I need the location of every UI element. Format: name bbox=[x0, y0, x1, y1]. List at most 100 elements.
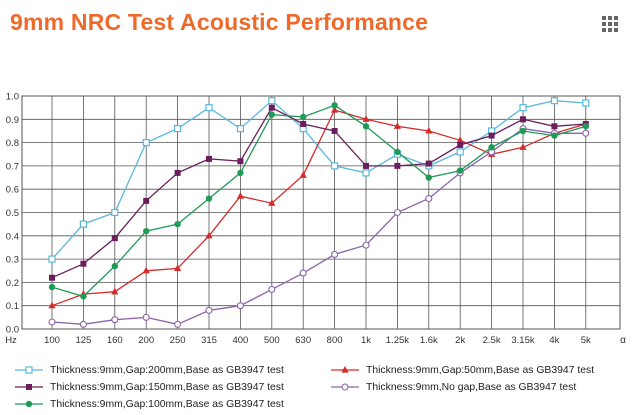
grid-menu-icon[interactable] bbox=[602, 16, 620, 34]
data-point bbox=[205, 306, 213, 314]
legend-marker bbox=[341, 383, 349, 391]
x-tick-label: 630 bbox=[295, 335, 311, 346]
data-point bbox=[205, 104, 213, 112]
data-point bbox=[80, 260, 87, 267]
data-point bbox=[394, 148, 401, 156]
grid-menu-dot bbox=[614, 22, 618, 26]
y-tick-label: 0.7 bbox=[6, 161, 19, 172]
data-point bbox=[205, 195, 213, 202]
data-point bbox=[582, 123, 589, 130]
data-point bbox=[300, 120, 307, 127]
data-point bbox=[457, 167, 464, 174]
data-point bbox=[393, 208, 401, 217]
data-point bbox=[551, 132, 558, 139]
y-axis: 0.0 0.1 0.2 0.3 0.4 0.5 0.6 0.7 0.8 0.9 1.0 bbox=[6, 92, 19, 336]
legend-label: Thickness:9mm,Gap:200mm,Base as GB3947 t… bbox=[50, 364, 284, 376]
data-point bbox=[79, 220, 88, 228]
y-tick-label: 0.9 bbox=[6, 115, 19, 126]
data-point bbox=[237, 158, 244, 165]
legend-label: Thickness:9mm,Gap:150mm,Base as GB3947 t… bbox=[50, 381, 284, 393]
data-point bbox=[206, 155, 212, 162]
x-tick-label: 200 bbox=[138, 335, 154, 346]
data-point bbox=[551, 123, 558, 130]
data-point bbox=[394, 162, 401, 169]
data-point bbox=[425, 194, 433, 203]
data-point bbox=[457, 141, 464, 148]
x-tick-label: 800 bbox=[327, 335, 343, 346]
data-point bbox=[268, 111, 275, 118]
series-line bbox=[51, 99, 586, 260]
data-point bbox=[331, 127, 338, 134]
data-point bbox=[205, 231, 213, 239]
data-point bbox=[299, 269, 307, 277]
data-point bbox=[488, 144, 495, 151]
series-line bbox=[51, 106, 586, 279]
grid-menu-dot bbox=[608, 28, 612, 32]
data-point bbox=[582, 99, 590, 107]
data-point bbox=[111, 262, 119, 270]
x-tick-label: 100 bbox=[44, 335, 60, 346]
data-point bbox=[111, 208, 119, 217]
data-point bbox=[393, 122, 401, 129]
x-tick-label: 5k bbox=[581, 335, 591, 346]
x-tick-label: 125 bbox=[75, 335, 91, 346]
data-point bbox=[48, 318, 56, 326]
data-point bbox=[142, 139, 150, 147]
data-point bbox=[362, 115, 370, 122]
data-point bbox=[236, 302, 244, 310]
legend-item: Thickness:9mm,Gap:50mm,Base as GB3947 te… bbox=[330, 362, 594, 378]
legend-swatch bbox=[331, 366, 359, 373]
y-tick-label: 0.6 bbox=[6, 185, 19, 196]
data-point bbox=[268, 97, 276, 105]
legend-marker bbox=[25, 366, 33, 374]
data-point bbox=[48, 283, 56, 291]
x-tick-label: 160 bbox=[107, 335, 123, 346]
y-tick-label: 0.3 bbox=[6, 255, 19, 266]
series-line bbox=[51, 104, 586, 298]
data-point bbox=[174, 220, 181, 228]
chart-title: 9mm NRC Test Acoustic Performance bbox=[10, 9, 429, 35]
data-point bbox=[174, 320, 182, 328]
data-point bbox=[80, 293, 87, 300]
data-point bbox=[519, 127, 527, 135]
x-axis-unit-label: Hz bbox=[5, 335, 17, 346]
x-axis: Hz 100 125 160 200 250 315 400 500 630 800 1k 1.25k 1… bbox=[5, 335, 626, 346]
legend-label: Thickness:9mm,No gap,Base as GB3947 test bbox=[366, 381, 577, 393]
legend-swatch bbox=[15, 366, 43, 374]
data-point bbox=[48, 301, 56, 309]
legend-label: Thickness:9mm,Gap:50mm,Base as GB3947 te… bbox=[366, 364, 595, 376]
data-point bbox=[236, 192, 244, 199]
data-point bbox=[174, 264, 182, 272]
data-point bbox=[331, 250, 339, 258]
data-point bbox=[456, 136, 464, 143]
data-point bbox=[425, 126, 433, 134]
data-point bbox=[519, 143, 527, 150]
legend-item: Thickness:9mm,Gap:100mm,Base as GB3947 t… bbox=[14, 396, 284, 412]
x-tick-label: 4k bbox=[549, 335, 559, 346]
data-point bbox=[300, 113, 307, 121]
y-tick-label: 0.5 bbox=[6, 208, 19, 219]
x-tick-label: 250 bbox=[170, 335, 186, 346]
data-point bbox=[268, 285, 276, 293]
data-point bbox=[456, 148, 464, 156]
legend-marker bbox=[341, 366, 349, 373]
x-tick-label: 1.25k bbox=[386, 335, 409, 346]
legend-item: Thickness:9mm,No gap,Base as GB3947 test bbox=[330, 379, 576, 395]
legend-swatch bbox=[331, 383, 359, 391]
data-point bbox=[362, 169, 370, 177]
data-point bbox=[362, 123, 370, 130]
legend-marker bbox=[26, 384, 32, 390]
grid-menu-dot bbox=[614, 16, 618, 20]
data-point bbox=[111, 287, 119, 295]
grid-menu-dot bbox=[608, 22, 612, 26]
data-point bbox=[488, 132, 495, 139]
data-point bbox=[236, 125, 244, 133]
x-tick-label: 1k bbox=[361, 335, 371, 346]
y-tick-label: 0.1 bbox=[6, 301, 19, 312]
data-point bbox=[425, 160, 432, 167]
data-point bbox=[520, 116, 526, 123]
x-tick-label: 2.5k bbox=[483, 335, 501, 346]
legend-label: Thickness:9mm,Gap:100mm,Base as GB3947 t… bbox=[50, 398, 284, 410]
data-point bbox=[111, 235, 118, 242]
